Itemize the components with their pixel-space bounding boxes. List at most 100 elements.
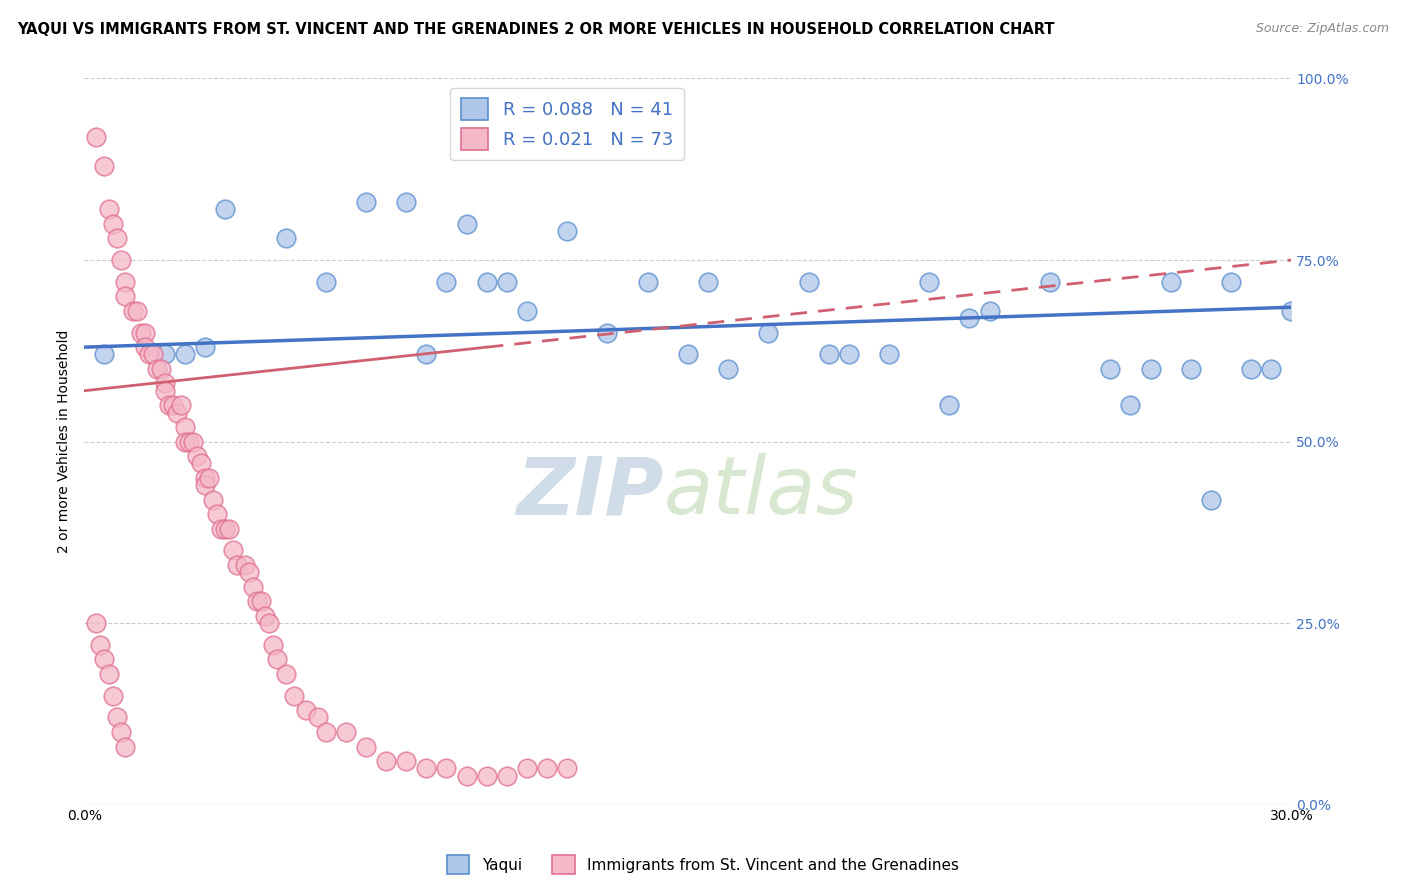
Point bbox=[194, 340, 217, 354]
Point bbox=[1039, 275, 1062, 289]
Point bbox=[186, 449, 208, 463]
Point bbox=[190, 456, 212, 470]
Point bbox=[174, 347, 197, 361]
Point bbox=[226, 558, 249, 572]
Point bbox=[354, 739, 377, 754]
Point bbox=[114, 289, 136, 303]
Point bbox=[817, 347, 839, 361]
Point bbox=[259, 616, 281, 631]
Point bbox=[676, 347, 699, 361]
Point bbox=[142, 347, 165, 361]
Point bbox=[283, 689, 305, 703]
Point bbox=[1119, 398, 1142, 412]
Point bbox=[294, 703, 316, 717]
Point bbox=[170, 398, 193, 412]
Legend: Yaqui, Immigrants from St. Vincent and the Grenadines: Yaqui, Immigrants from St. Vincent and t… bbox=[440, 849, 966, 880]
Point bbox=[242, 580, 264, 594]
Point bbox=[456, 217, 478, 231]
Point bbox=[125, 303, 148, 318]
Point bbox=[222, 543, 245, 558]
Point bbox=[146, 362, 169, 376]
Point bbox=[1160, 275, 1182, 289]
Point bbox=[138, 347, 160, 361]
Point bbox=[177, 434, 200, 449]
Point bbox=[596, 326, 619, 340]
Point bbox=[555, 761, 578, 775]
Point bbox=[209, 522, 232, 536]
Point bbox=[89, 638, 111, 652]
Point bbox=[105, 710, 128, 724]
Point bbox=[174, 434, 197, 449]
Point bbox=[162, 398, 184, 412]
Point bbox=[395, 754, 418, 768]
Point bbox=[110, 252, 132, 267]
Point bbox=[129, 326, 152, 340]
Point bbox=[1139, 362, 1161, 376]
Point bbox=[797, 275, 820, 289]
Point bbox=[153, 347, 176, 361]
Point bbox=[121, 303, 143, 318]
Point bbox=[93, 652, 115, 666]
Point bbox=[266, 652, 288, 666]
Point bbox=[114, 739, 136, 754]
Point bbox=[315, 725, 337, 739]
Point bbox=[254, 608, 277, 623]
Point bbox=[86, 129, 108, 144]
Point bbox=[110, 725, 132, 739]
Point bbox=[536, 761, 558, 775]
Point bbox=[1220, 275, 1243, 289]
Point bbox=[194, 471, 217, 485]
Point bbox=[335, 725, 357, 739]
Point bbox=[395, 194, 418, 209]
Point bbox=[307, 710, 329, 724]
Point bbox=[181, 434, 204, 449]
Point bbox=[274, 231, 297, 245]
Point bbox=[101, 217, 124, 231]
Text: ZIP: ZIP bbox=[516, 453, 664, 532]
Point bbox=[415, 347, 437, 361]
Point bbox=[174, 420, 197, 434]
Point bbox=[838, 347, 860, 361]
Point bbox=[214, 202, 236, 217]
Point bbox=[979, 303, 1001, 318]
Point bbox=[153, 376, 176, 391]
Point bbox=[238, 566, 260, 580]
Point bbox=[93, 347, 115, 361]
Point bbox=[218, 522, 240, 536]
Point bbox=[153, 384, 176, 398]
Point bbox=[375, 754, 398, 768]
Point bbox=[516, 303, 538, 318]
Point bbox=[198, 471, 221, 485]
Point bbox=[166, 405, 188, 419]
Point bbox=[918, 275, 941, 289]
Point bbox=[1199, 492, 1222, 507]
Point bbox=[495, 768, 517, 782]
Point bbox=[717, 362, 740, 376]
Point bbox=[97, 202, 120, 217]
Point bbox=[274, 667, 297, 681]
Point bbox=[149, 362, 172, 376]
Point bbox=[134, 326, 156, 340]
Legend: R = 0.088   N = 41, R = 0.021   N = 73: R = 0.088 N = 41, R = 0.021 N = 73 bbox=[450, 87, 683, 161]
Point bbox=[516, 761, 538, 775]
Point bbox=[262, 638, 284, 652]
Point bbox=[436, 761, 458, 775]
Point bbox=[436, 275, 458, 289]
Point bbox=[214, 522, 236, 536]
Y-axis label: 2 or more Vehicles in Household: 2 or more Vehicles in Household bbox=[58, 330, 72, 553]
Text: Source: ZipAtlas.com: Source: ZipAtlas.com bbox=[1256, 22, 1389, 36]
Point bbox=[555, 224, 578, 238]
Point bbox=[756, 326, 779, 340]
Text: YAQUI VS IMMIGRANTS FROM ST. VINCENT AND THE GRENADINES 2 OR MORE VEHICLES IN HO: YAQUI VS IMMIGRANTS FROM ST. VINCENT AND… bbox=[17, 22, 1054, 37]
Point bbox=[495, 275, 517, 289]
Point bbox=[1260, 362, 1282, 376]
Point bbox=[250, 594, 273, 608]
Point bbox=[637, 275, 659, 289]
Point bbox=[475, 275, 498, 289]
Point bbox=[205, 507, 228, 521]
Point bbox=[93, 159, 115, 173]
Point bbox=[315, 275, 337, 289]
Point bbox=[456, 768, 478, 782]
Point bbox=[202, 492, 225, 507]
Point bbox=[354, 194, 377, 209]
